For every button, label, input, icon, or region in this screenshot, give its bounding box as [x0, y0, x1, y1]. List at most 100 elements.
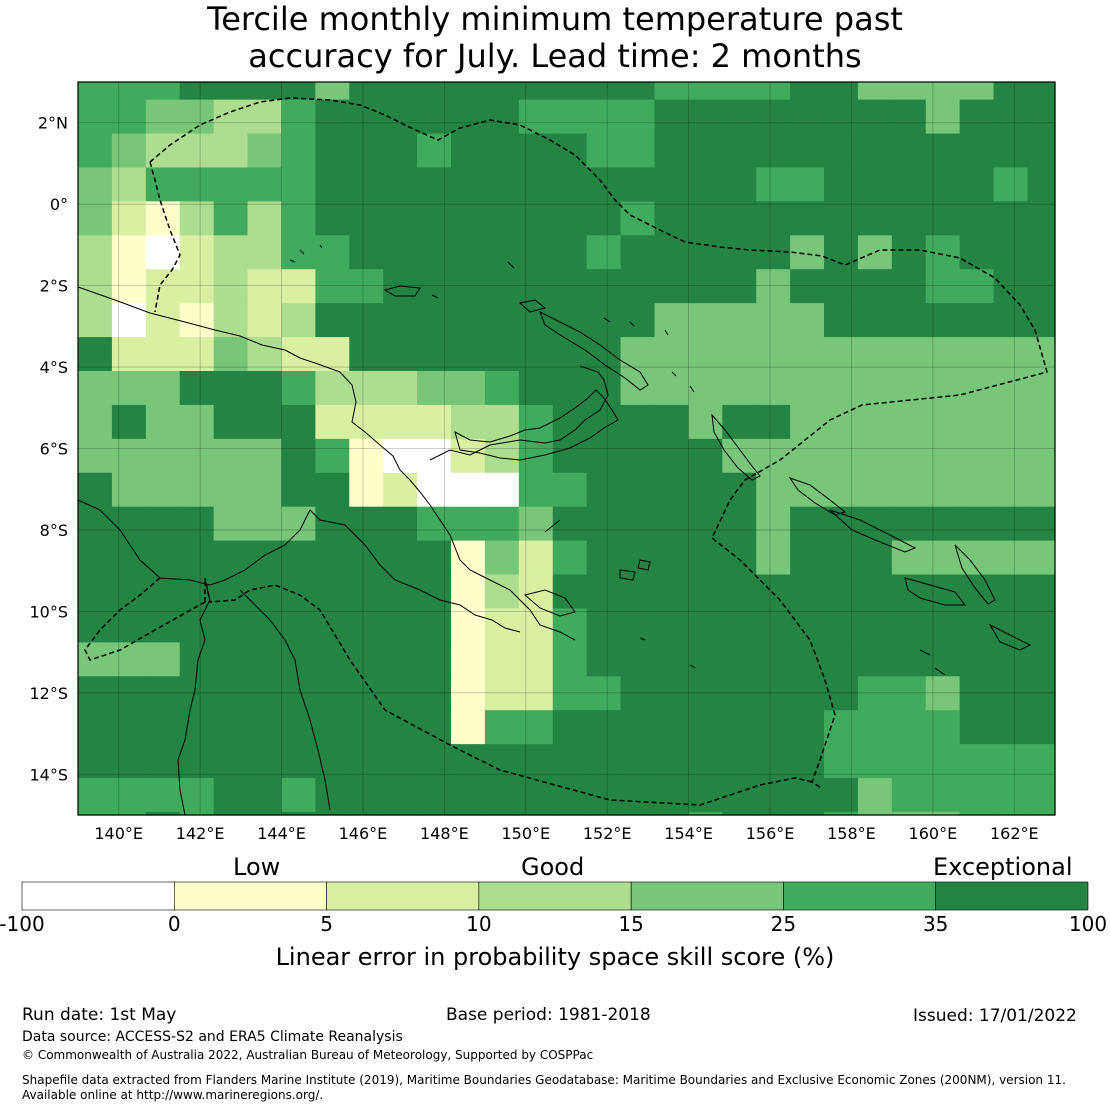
- skill-cell: [857, 642, 893, 677]
- skill-cell: [179, 269, 215, 304]
- skill-cell: [417, 710, 452, 745]
- lon-tick-label: 152°E: [583, 824, 632, 843]
- skill-cell: [959, 371, 995, 406]
- skill-cell: [518, 404, 554, 440]
- skill-cell: [688, 303, 723, 338]
- skill-cell: [484, 506, 520, 542]
- colorbar-tick: 0: [167, 912, 181, 936]
- skill-cell: [349, 574, 384, 610]
- skill-cell: [484, 371, 520, 406]
- map-frame: [77, 81, 1056, 816]
- skill-cell: [451, 778, 486, 813]
- skill-cell: [756, 269, 791, 304]
- skill-cell: [417, 438, 452, 474]
- skill-cell: [315, 676, 350, 711]
- colorbar-tick: 35: [922, 912, 949, 936]
- colorbar-bin: [478, 881, 632, 911]
- skill-cell: [315, 82, 350, 101]
- skill-cell: [1027, 642, 1056, 677]
- skill-cell: [824, 337, 859, 372]
- skill-cell: [756, 235, 791, 270]
- skill-cell: [756, 778, 791, 813]
- skill-cell: [586, 642, 622, 677]
- skill-cell: [349, 506, 384, 542]
- coastline-bougainville: [711, 413, 761, 481]
- skill-cell: [722, 99, 757, 135]
- skill-cell: [145, 438, 181, 474]
- skill-cell: [824, 404, 859, 440]
- skill-cell: [790, 438, 825, 474]
- skill-cell: [824, 82, 859, 101]
- skill-cell: [417, 269, 452, 304]
- skill-cell: [281, 540, 316, 576]
- lon-tick-label: 158°E: [827, 824, 876, 843]
- skill-cell: [78, 710, 113, 745]
- skill-cell: [213, 676, 249, 711]
- skill-cell: [688, 371, 723, 406]
- skill-cell: [654, 778, 689, 813]
- skill-cell: [959, 404, 995, 440]
- skill-cell: [247, 99, 283, 135]
- skill-cell: [78, 506, 113, 542]
- skill-cell: [824, 608, 859, 643]
- skill-cell: [417, 371, 452, 406]
- skill-cell: [722, 371, 757, 406]
- skill-cell: [111, 506, 147, 542]
- skill-cell: [451, 540, 486, 576]
- skill-cell: [315, 472, 350, 508]
- skill-cell: [756, 608, 791, 643]
- colorbar-tick: 15: [618, 912, 644, 936]
- colorbar-tick: 5: [320, 912, 333, 936]
- skill-cell: [281, 371, 316, 406]
- skill-cell: [383, 710, 418, 745]
- skill-cell: [1027, 99, 1056, 135]
- skill-cell: [451, 404, 486, 440]
- skill-cell: [925, 540, 961, 576]
- skill-cell: [383, 608, 418, 643]
- skill-cell: [349, 99, 384, 135]
- skill-cell: [383, 404, 418, 440]
- skill-cell: [383, 337, 418, 372]
- skill-cell: [451, 642, 486, 677]
- skill-cell: [857, 438, 893, 474]
- skill-cell: [111, 608, 147, 643]
- skill-cell: [417, 540, 452, 576]
- skill-cell: [349, 811, 384, 816]
- skill-cell: [857, 574, 893, 610]
- skill-cell: [315, 337, 350, 372]
- skill-cell: [654, 506, 689, 542]
- coastline-trobriand: [619, 569, 636, 581]
- skill-cell: [891, 167, 927, 202]
- skill-cell: [281, 303, 316, 338]
- skill-cell: [451, 201, 486, 236]
- skill-cell: [925, 811, 961, 816]
- skill-cell: [959, 337, 995, 372]
- skill-cell: [518, 608, 554, 643]
- skill-cell: [722, 608, 757, 643]
- skill-cell: [688, 99, 723, 135]
- skill-cell: [620, 540, 656, 576]
- skill-cell: [315, 778, 350, 813]
- skill-cell: [213, 778, 249, 813]
- skill-cell: [281, 99, 316, 135]
- skill-cell: [654, 472, 689, 508]
- skill-cell: [552, 778, 588, 813]
- skill-cell: [959, 201, 995, 236]
- skill-cell: [959, 269, 995, 304]
- skill-cell: [213, 506, 249, 542]
- skill-cell: [552, 167, 588, 202]
- skill-cell: [247, 744, 283, 779]
- skill-cell: [722, 133, 757, 169]
- skill-cell: [213, 608, 249, 643]
- skill-cell: [417, 676, 452, 711]
- skill-cell: [857, 506, 893, 542]
- skill-cell: [213, 337, 249, 372]
- skill-cell: [1027, 167, 1056, 202]
- skill-cell: [213, 438, 249, 474]
- skill-cell: [349, 710, 384, 745]
- skill-cell: [281, 337, 316, 372]
- colorbar-tick: 100: [1068, 912, 1108, 936]
- skill-cell: [993, 540, 1029, 576]
- skill-cell: [518, 642, 554, 677]
- skill-cell: [518, 472, 554, 508]
